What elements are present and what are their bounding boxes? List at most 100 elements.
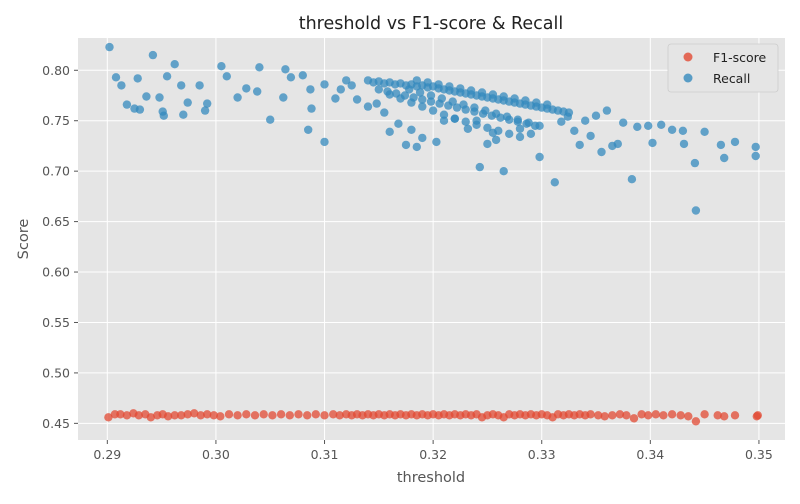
f1-score-point (608, 411, 617, 420)
recall-point (439, 110, 449, 119)
y-tick-label: 0.80 (42, 63, 70, 78)
recall-point (678, 126, 688, 135)
recall-point (304, 125, 313, 134)
recall-point (466, 86, 476, 95)
recall-point (407, 125, 416, 134)
recall-point (575, 140, 584, 150)
f1-score-point (622, 411, 631, 420)
f1-score-point (644, 411, 653, 420)
recall-point (477, 88, 487, 97)
recall-point (491, 109, 501, 118)
f1-score-point (676, 411, 685, 420)
recall-point (591, 111, 601, 120)
recall-point (320, 137, 329, 147)
recall-point (183, 98, 192, 107)
recall-point (155, 93, 164, 102)
recall-point (524, 118, 533, 127)
recall-point (470, 103, 479, 112)
recall-point (602, 106, 612, 115)
recall-point (177, 81, 186, 90)
y-tick-label: 0.50 (42, 365, 70, 380)
recall-point (586, 131, 595, 141)
f1-score-point (753, 411, 762, 420)
recall-point (307, 104, 316, 113)
recall-point (644, 121, 653, 130)
recall-point (142, 92, 151, 101)
recall-point (510, 94, 519, 103)
recall-point (111, 73, 121, 82)
recall-point (627, 175, 637, 184)
recall-point (445, 82, 454, 91)
recall-point (439, 116, 449, 125)
recall-point (133, 74, 142, 83)
recall-point (298, 71, 307, 80)
recall-point (502, 112, 512, 121)
x-tick-label: 0.35 (745, 447, 773, 462)
f1-score-point (294, 410, 303, 419)
f1-score-point (311, 410, 320, 419)
recall-point (521, 96, 530, 105)
recall-point (162, 72, 172, 81)
recall-point (488, 90, 498, 99)
recall-point (242, 84, 251, 93)
recall-point (320, 80, 329, 89)
recall-point (613, 139, 622, 149)
chart-title: threshold vs F1-score & Recall (299, 14, 564, 34)
recall-point (407, 98, 416, 107)
legend: F1-score Recall (667, 43, 779, 93)
recall-point (179, 110, 188, 119)
recall-point (657, 120, 666, 129)
data-points (104, 42, 762, 426)
x-axis-ticks: 0.29 0.30 0.31 0.32 0.33 0.34 0.35 (93, 440, 773, 462)
recall-point (253, 87, 262, 96)
recall-point (515, 124, 525, 133)
legend-marker-recall (683, 73, 693, 83)
f1-score-point (233, 411, 242, 420)
y-axis-label: Score (16, 219, 32, 260)
recall-point (700, 127, 709, 136)
recall-point (352, 95, 362, 104)
recall-point (526, 129, 536, 138)
f1-score-point (667, 410, 677, 419)
legend-box (667, 43, 779, 93)
x-tick-label: 0.32 (419, 447, 447, 462)
x-tick-label: 0.31 (311, 447, 339, 462)
f1-score-point (659, 411, 668, 420)
recall-point (450, 114, 459, 123)
recall-point (415, 88, 425, 97)
recall-point (535, 121, 544, 130)
recall-point (412, 142, 421, 152)
recall-point (633, 122, 642, 131)
recall-point (385, 127, 394, 136)
recall-point (483, 123, 492, 132)
recall-point (532, 98, 541, 107)
y-tick-label: 0.65 (42, 214, 70, 229)
recall-point (401, 140, 411, 150)
recall-point (437, 94, 446, 103)
recall-point (347, 81, 356, 90)
recall-point (505, 129, 514, 138)
recall-point (432, 137, 441, 147)
recall-point (463, 124, 473, 133)
recall-point (135, 105, 145, 114)
recall-point (279, 93, 288, 102)
recall-point (363, 102, 373, 111)
recall-point (336, 85, 345, 94)
f1-score-point (134, 411, 143, 420)
f1-score-point (637, 410, 646, 419)
x-tick-label: 0.34 (636, 447, 664, 462)
recall-point (550, 178, 559, 187)
f1-score-point (116, 410, 125, 419)
recall-point (581, 116, 590, 125)
f1-score-point (196, 411, 205, 420)
recall-point (515, 132, 525, 142)
y-axis-ticks: 0.45 0.50 0.55 0.60 0.65 0.70 0.75 0.80 (42, 63, 78, 431)
recall-point (543, 100, 552, 109)
recall-point (380, 108, 389, 117)
f1-score-point (268, 411, 277, 420)
recall-point (342, 76, 351, 85)
f1-score-point (329, 410, 338, 419)
recall-point (385, 90, 394, 99)
f1-score-point (691, 417, 701, 426)
recall-point (475, 162, 484, 172)
